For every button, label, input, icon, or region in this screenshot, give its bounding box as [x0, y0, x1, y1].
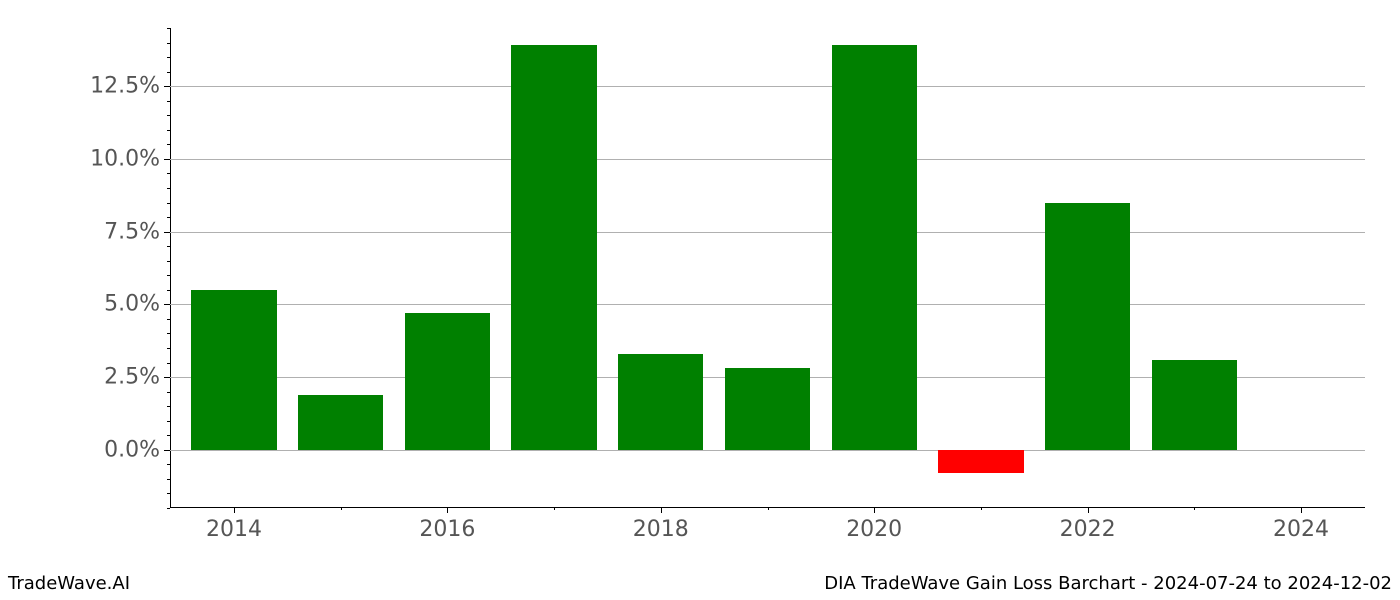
- bar: [1045, 203, 1130, 450]
- y-minor-tick: [167, 72, 170, 73]
- y-minor-tick: [167, 479, 170, 480]
- y-tick-label: 10.0%: [90, 146, 170, 171]
- y-minor-tick: [167, 421, 170, 422]
- y-gridline: [170, 159, 1365, 160]
- y-tick-label: 5.0%: [104, 292, 170, 317]
- y-tick-label: 7.5%: [104, 219, 170, 244]
- y-minor-tick: [167, 435, 170, 436]
- y-tick-label: 2.5%: [104, 365, 170, 390]
- y-minor-tick: [167, 493, 170, 494]
- x-minor-tick: [554, 507, 555, 510]
- y-gridline: [170, 304, 1365, 305]
- plot-area: 0.0%2.5%5.0%7.5%10.0%12.5%20142016201820…: [170, 28, 1365, 508]
- bar: [511, 45, 596, 449]
- y-minor-tick: [167, 508, 170, 509]
- y-minor-tick: [167, 290, 170, 291]
- y-minor-tick: [167, 333, 170, 334]
- footer-brand: TradeWave.AI: [8, 573, 130, 594]
- x-tick-label: 2014: [206, 507, 262, 542]
- bar: [725, 368, 810, 449]
- bar: [298, 395, 383, 450]
- y-minor-tick: [167, 319, 170, 320]
- bar: [832, 45, 917, 449]
- x-tick-label: 2022: [1060, 507, 1116, 542]
- y-minor-tick: [167, 144, 170, 145]
- y-tick-label: 12.5%: [90, 74, 170, 99]
- y-minor-tick: [167, 28, 170, 29]
- y-axis-spine: [170, 28, 171, 507]
- y-minor-tick: [167, 246, 170, 247]
- y-gridline: [170, 232, 1365, 233]
- y-minor-tick: [167, 217, 170, 218]
- x-tick-label: 2024: [1273, 507, 1329, 542]
- bar: [191, 290, 276, 450]
- y-minor-tick: [167, 348, 170, 349]
- barchart-container: 0.0% 2.5% 5.0% 7.5% 10.0% 12.5% 2014 2016 2018 20…: [0, 0, 1400, 600]
- y-gridline: [170, 86, 1365, 87]
- y-minor-tick: [167, 203, 170, 204]
- y-minor-tick: [167, 115, 170, 116]
- y-minor-tick: [167, 392, 170, 393]
- y-minor-tick: [167, 173, 170, 174]
- y-tick-label: 0.0%: [104, 437, 170, 462]
- footer-caption: DIA TradeWave Gain Loss Barchart - 2024-…: [824, 573, 1392, 594]
- bar: [1152, 360, 1237, 450]
- y-minor-tick: [167, 464, 170, 465]
- y-minor-tick: [167, 43, 170, 44]
- bar: [618, 354, 703, 450]
- bar: [938, 450, 1023, 473]
- x-minor-tick: [768, 507, 769, 510]
- y-gridline: [170, 450, 1365, 451]
- y-minor-tick: [167, 261, 170, 262]
- bar: [405, 313, 490, 450]
- x-minor-tick: [981, 507, 982, 510]
- y-minor-tick: [167, 188, 170, 189]
- x-tick-label: 2016: [419, 507, 475, 542]
- y-minor-tick: [167, 101, 170, 102]
- x-minor-tick: [341, 507, 342, 510]
- x-minor-tick: [1194, 507, 1195, 510]
- y-minor-tick: [167, 275, 170, 276]
- y-minor-tick: [167, 130, 170, 131]
- y-minor-tick: [167, 406, 170, 407]
- y-minor-tick: [167, 57, 170, 58]
- x-tick-label: 2018: [633, 507, 689, 542]
- y-minor-tick: [167, 363, 170, 364]
- x-tick-label: 2020: [846, 507, 902, 542]
